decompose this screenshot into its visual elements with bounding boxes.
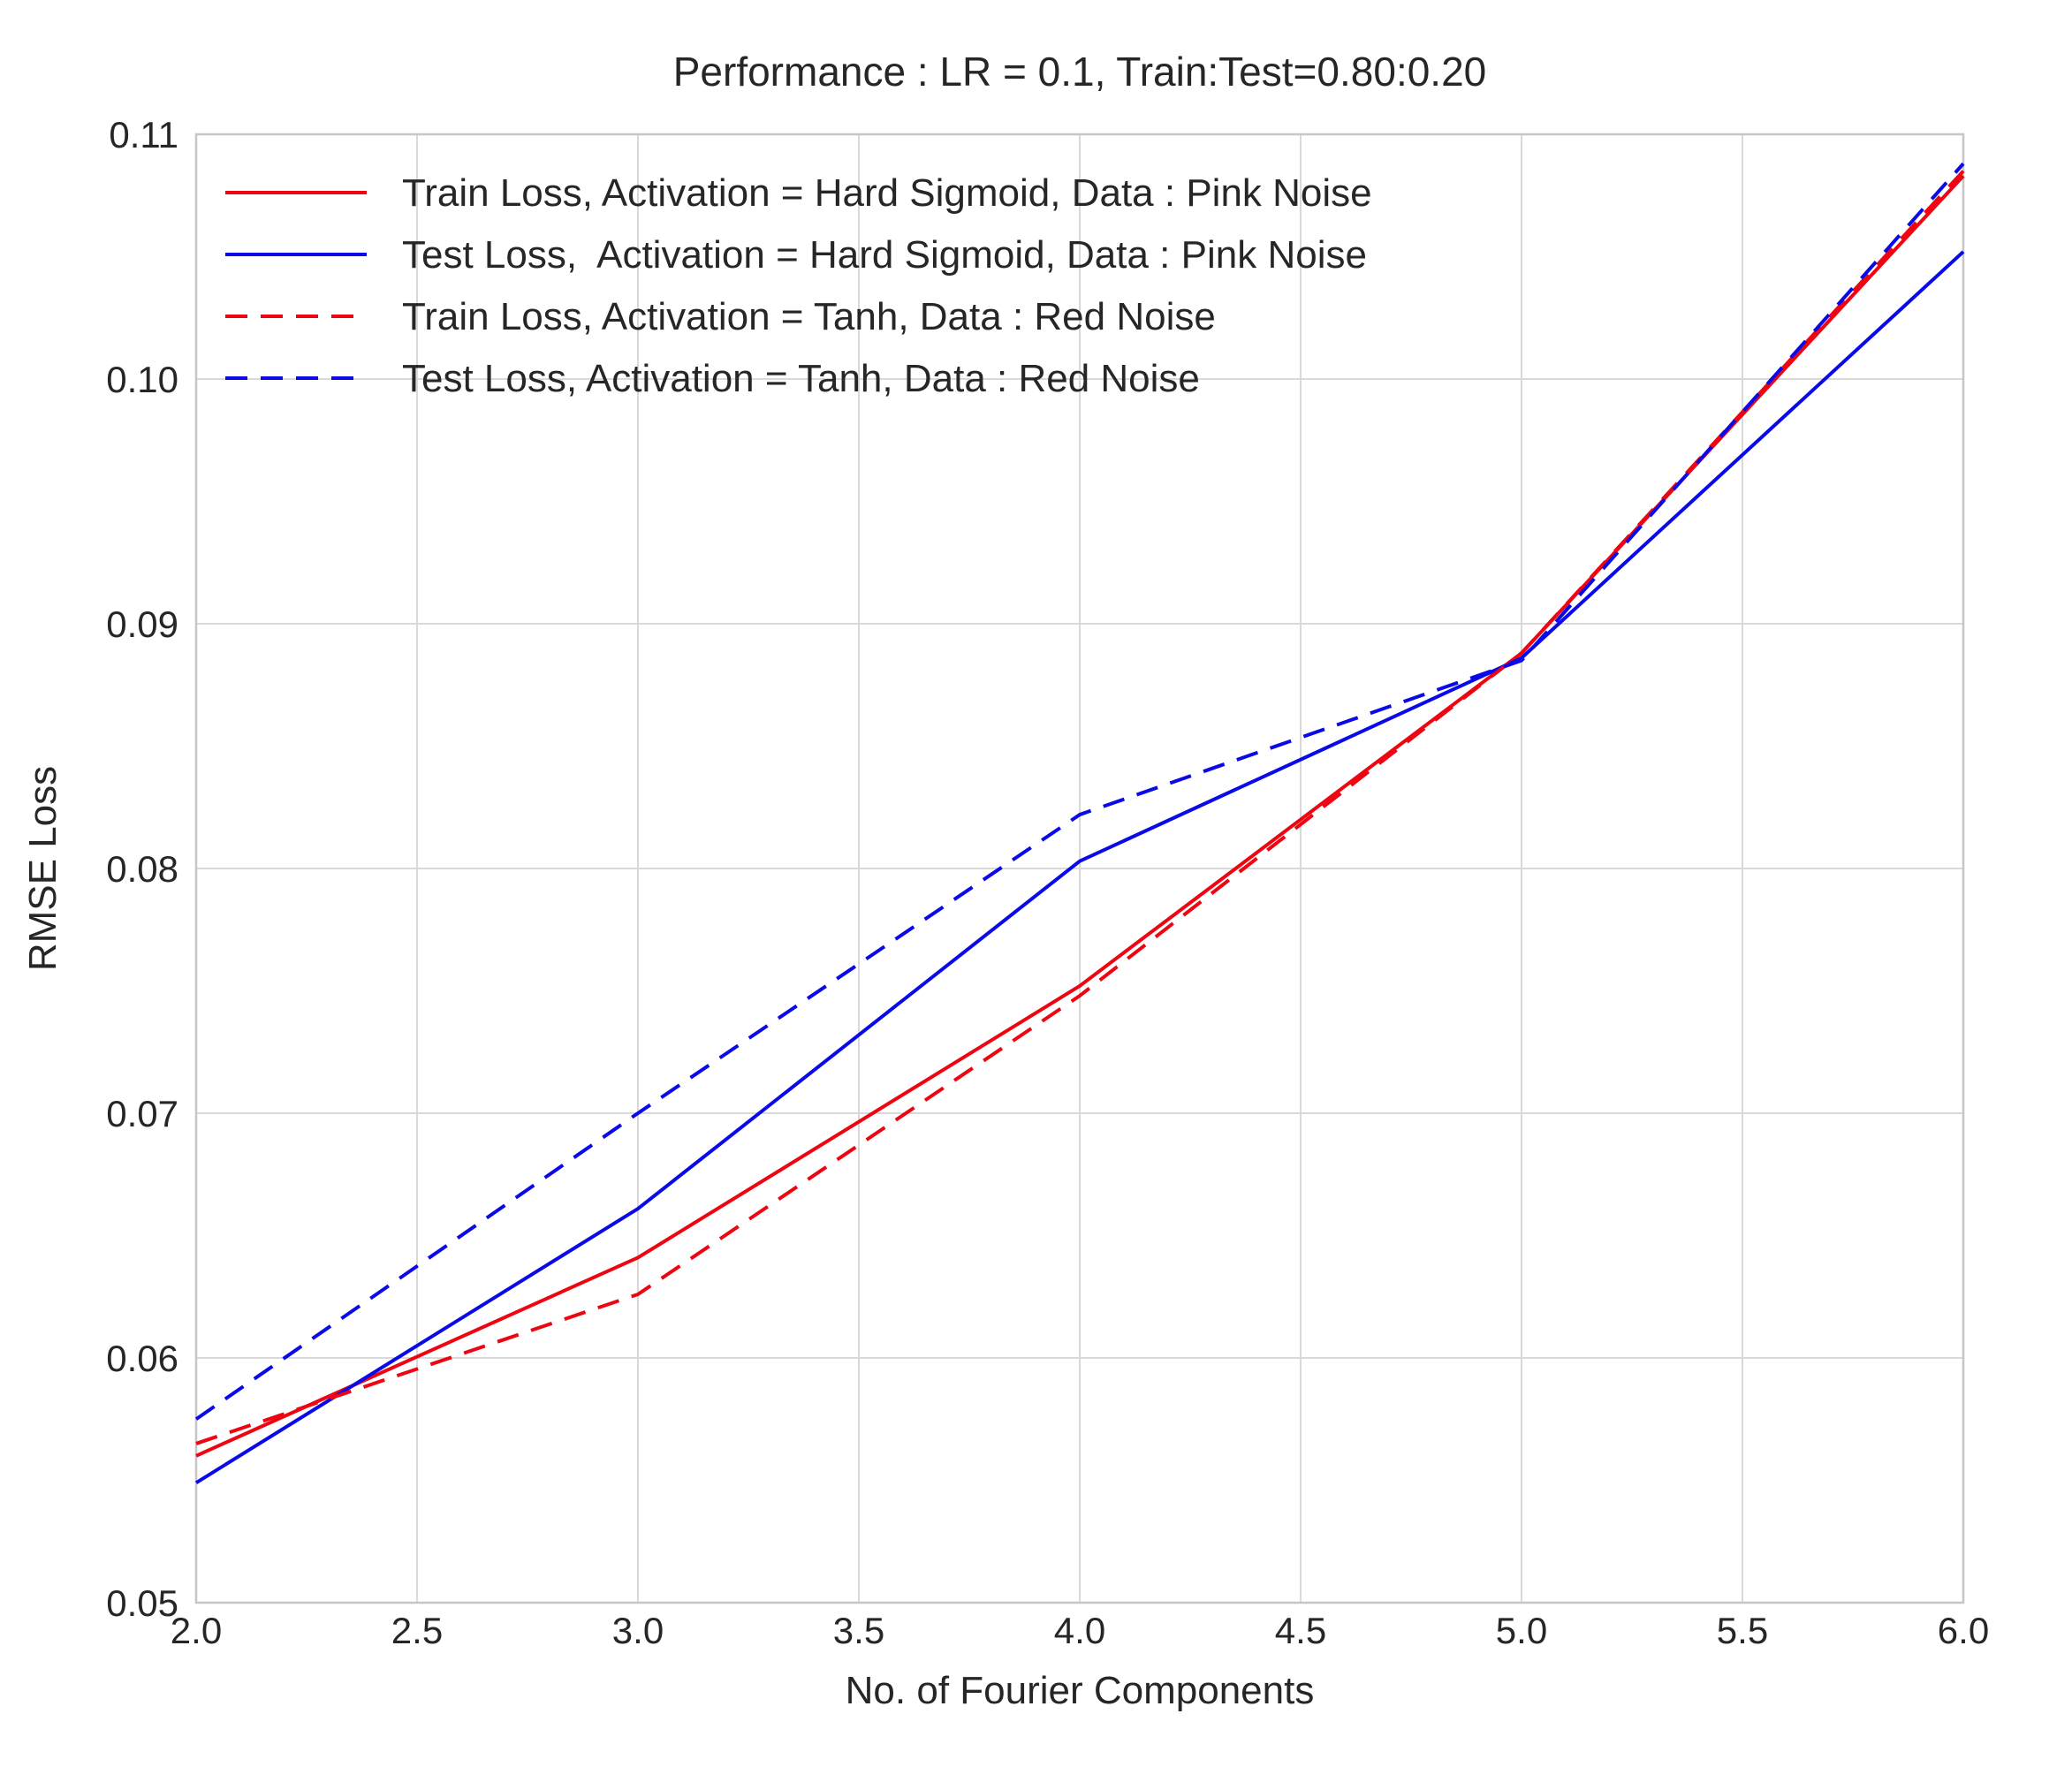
x-tick-label: 2.5 [391,1610,443,1651]
series-line [195,170,1965,1445]
legend-item: Train Loss, Activation = Tanh, Data : Re… [225,295,1216,338]
y-tick-label: 0.07 [106,1093,178,1134]
y-tick-label: 0.09 [106,603,178,645]
y-tick-label: 0.05 [106,1582,178,1624]
y-tick-label: 0.08 [106,848,178,890]
legend-label: Train Loss, Activation = Hard Sigmoid, D… [402,171,1372,215]
x-tick-label: 4.5 [1275,1610,1326,1651]
legend: Train Loss, Activation = Hard Sigmoid, D… [225,171,1372,400]
y-tick-label: 0.10 [106,359,178,400]
x-tick-label: 6.0 [1938,1610,1989,1651]
y-tick-label: 0.06 [106,1338,178,1379]
x-tick-label: 4.0 [1054,1610,1105,1651]
series-layer [194,162,1965,1484]
x-tick-label: 3.0 [612,1610,664,1651]
legend-label: Train Loss, Activation = Tanh, Data : Re… [402,295,1216,338]
y-axis-label: RMSE Loss [21,766,65,971]
x-tick-label: 2.0 [171,1610,222,1651]
x-axis-label: No. of Fourier Components [846,1669,1315,1712]
x-tick-label: 3.5 [833,1610,884,1651]
series-line [194,250,1965,1484]
legend-label: Test Loss, Activation = Tanh, Data : Red… [402,357,1200,400]
legend-item: Test Loss, Activation = Tanh, Data : Red… [225,357,1200,400]
legend-label: Test Loss, Activation = Hard Sigmoid, Da… [402,233,1367,277]
chart-title: Performance : LR = 0.1, Train:Test=0.80:… [673,49,1487,95]
series-line [194,162,1965,1421]
legend-item: Train Loss, Activation = Hard Sigmoid, D… [225,171,1372,215]
x-tick-label: 5.5 [1717,1610,1768,1651]
grid-layer [195,133,1964,1604]
legend-item: Test Loss, Activation = Hard Sigmoid, Da… [225,233,1367,277]
y-tick-label: 0.11 [109,114,178,155]
x-tick-label: 5.0 [1496,1610,1547,1651]
tick-layer: 2.0 2.5 3.0 3.5 4.0 4.5 5.0 5.5 6.0 0.05 0.06 0.07 0… [106,114,1989,1651]
plot-frame [194,133,1965,1604]
